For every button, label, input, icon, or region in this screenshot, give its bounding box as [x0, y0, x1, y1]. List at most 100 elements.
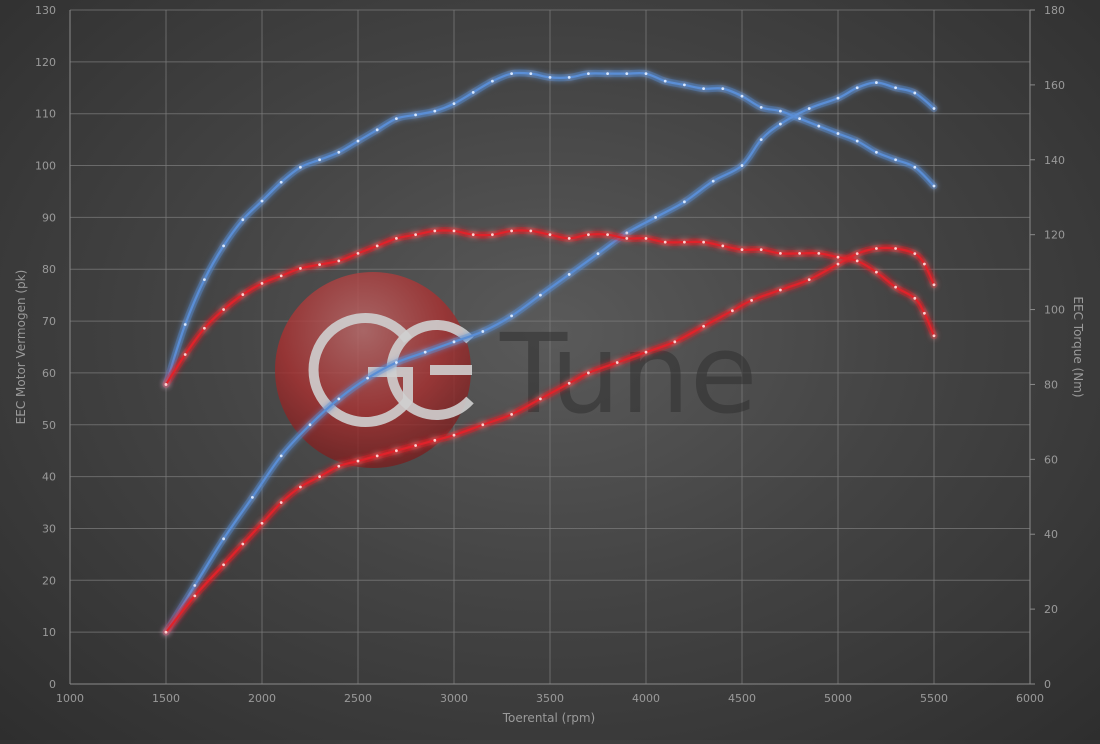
series-point: [241, 542, 245, 546]
series-point: [433, 438, 437, 442]
x-tick-label: 1000: [56, 692, 84, 705]
series-point: [567, 381, 571, 385]
series-point: [279, 180, 283, 184]
series-point: [548, 76, 552, 79]
series-point: [241, 218, 245, 222]
series-point: [452, 102, 456, 106]
series-point: [702, 87, 705, 91]
y-right-tick-label: 160: [1044, 79, 1065, 92]
y-right-tick-label: 20: [1044, 603, 1058, 616]
series-point: [644, 350, 648, 354]
series-point: [759, 105, 763, 109]
series-point: [932, 107, 936, 110]
series-point: [193, 584, 197, 587]
series-point: [529, 229, 533, 233]
series-0-group: [162, 79, 938, 636]
x-tick-label: 1500: [152, 692, 180, 705]
series-point: [510, 413, 513, 416]
y-axis-right-title: EEC Torque (Nm): [1071, 296, 1085, 397]
series-point: [299, 266, 302, 270]
series-point: [587, 233, 590, 237]
y-left-tick-label: 110: [35, 108, 56, 121]
y-left-tick-label: 120: [35, 56, 56, 69]
series-point: [894, 247, 897, 250]
series-point: [606, 233, 609, 237]
series-point: [433, 109, 437, 113]
series-point: [318, 263, 321, 267]
x-tick-label: 2500: [344, 692, 372, 705]
series-point: [539, 293, 542, 297]
series-point: [567, 237, 571, 240]
series-point: [836, 132, 840, 135]
series-point: [779, 288, 782, 292]
series-point: [875, 270, 878, 274]
series-point: [222, 244, 226, 248]
series-point: [222, 308, 226, 311]
series-point: [855, 252, 859, 256]
series-point: [481, 330, 485, 333]
series-point: [836, 255, 840, 259]
y-right-tick-label: 0: [1044, 678, 1051, 691]
series-point: [913, 91, 917, 95]
series-point: [433, 229, 437, 233]
series-point: [683, 200, 686, 204]
series-point: [644, 72, 648, 76]
y-right-tick-label: 120: [1044, 229, 1065, 242]
series-point: [625, 72, 629, 76]
x-tick-label: 4500: [728, 692, 756, 705]
series-point: [222, 563, 226, 567]
series-point: [299, 165, 302, 169]
series-point: [567, 76, 571, 79]
series-point: [913, 165, 917, 169]
series-point: [395, 361, 398, 364]
x-tick-label: 4000: [632, 692, 660, 705]
series-point: [702, 324, 705, 328]
series-group: [162, 69, 938, 636]
series-point: [375, 128, 379, 132]
series-point: [203, 278, 206, 281]
series-point: [663, 240, 667, 244]
y-axis-left-title: EEC Motor Vermogen (pk): [14, 270, 28, 425]
series-point: [308, 423, 312, 427]
series-point: [817, 251, 821, 255]
series-point: [596, 252, 600, 256]
series-point: [855, 259, 859, 263]
y-right-tick-label: 40: [1044, 528, 1058, 541]
series-point: [203, 326, 206, 330]
series-point: [855, 86, 859, 90]
series-point: [587, 72, 590, 76]
series-point: [875, 150, 878, 154]
series-point: [356, 459, 360, 463]
series-point: [510, 72, 513, 76]
series-point: [356, 251, 360, 255]
y-left-tick-label: 20: [42, 574, 56, 587]
series-point: [193, 594, 197, 598]
series-3-group: [162, 226, 938, 388]
series-point: [894, 158, 897, 162]
series-point: [164, 630, 168, 634]
series-point: [798, 117, 801, 120]
series-point: [356, 139, 360, 143]
series-point: [366, 376, 369, 380]
series-point: [337, 464, 341, 468]
series-point: [260, 199, 264, 203]
axes-group: 1000 1500 2000 2500 3000 3500 4000 4500 5000 5500…: [35, 4, 1065, 705]
x-tick-label: 3500: [536, 692, 564, 705]
x-tick-label: 5500: [920, 692, 948, 705]
series-point: [913, 296, 917, 300]
series-point: [923, 262, 926, 266]
series-point: [740, 94, 744, 98]
series-point: [932, 283, 936, 287]
x-tick-label: 2000: [248, 692, 276, 705]
series-point: [875, 247, 878, 250]
y-left-tick-label: 80: [42, 263, 56, 276]
series-point: [721, 87, 725, 91]
series-point: [279, 501, 283, 504]
y-left-tick-label: 60: [42, 367, 56, 380]
series-point: [817, 124, 821, 128]
series-point: [491, 233, 494, 237]
series-point: [798, 251, 801, 255]
series-point: [807, 278, 811, 281]
series-point: [375, 244, 379, 248]
